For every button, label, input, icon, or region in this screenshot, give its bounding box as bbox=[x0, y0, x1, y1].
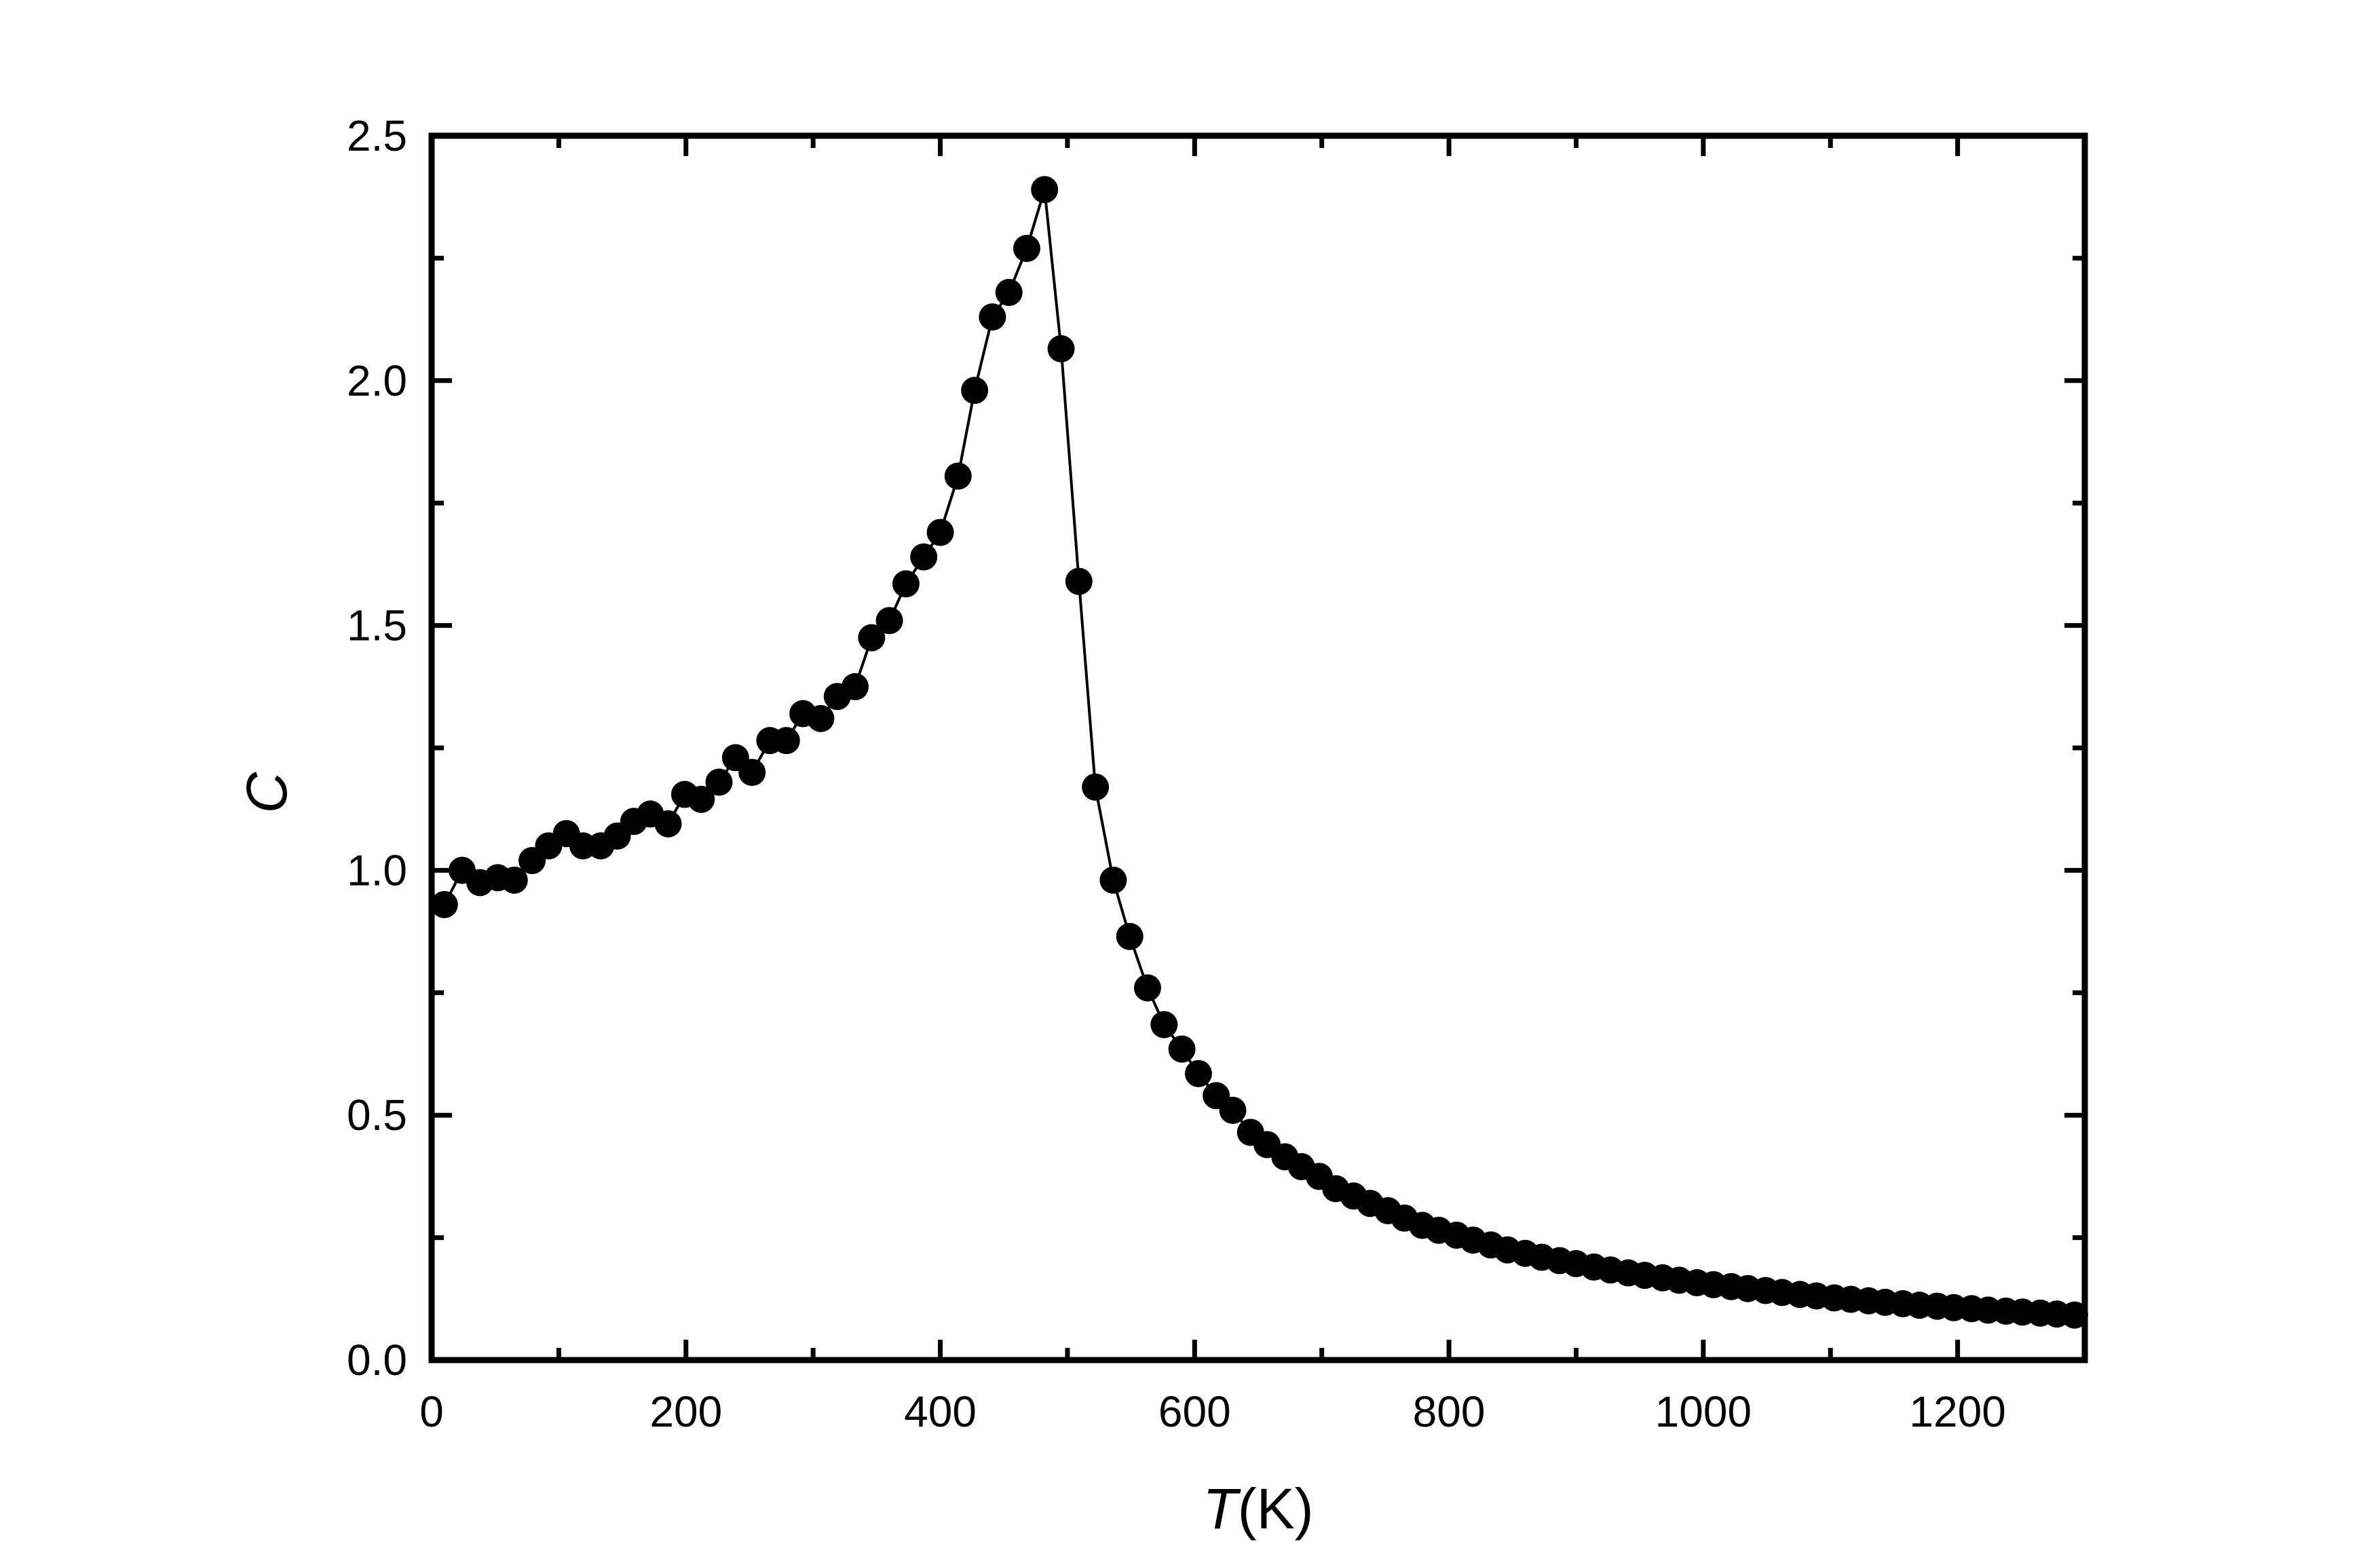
data-point bbox=[1031, 176, 1059, 204]
data-point bbox=[858, 624, 886, 652]
data-point bbox=[1065, 567, 1093, 595]
y-tick-labels: 0.0 0.5 1.0 1.5 2.0 2.5 bbox=[347, 111, 407, 1385]
data-point bbox=[1047, 335, 1075, 362]
y-axis-label: C bbox=[235, 771, 299, 813]
data-point bbox=[654, 810, 682, 837]
x-tick-label: 0 bbox=[419, 1387, 444, 1436]
data-point bbox=[705, 768, 733, 796]
data-point bbox=[738, 759, 766, 787]
y-tick-label: 1.0 bbox=[347, 846, 407, 895]
data-point bbox=[1099, 866, 1127, 894]
plot-area bbox=[430, 176, 2089, 1329]
data-point bbox=[892, 570, 920, 598]
x-tick-label: 400 bbox=[904, 1387, 977, 1436]
y-tick-label: 0.5 bbox=[347, 1091, 407, 1140]
data-point bbox=[875, 607, 903, 635]
x-tick-labels: 0 200 400 600 800 1000 1200 bbox=[419, 1387, 2006, 1436]
data-point bbox=[807, 704, 835, 732]
data-point bbox=[687, 785, 715, 813]
data-point bbox=[2061, 1301, 2089, 1329]
x-tick-label: 600 bbox=[1158, 1387, 1231, 1436]
data-point bbox=[841, 673, 869, 700]
data-point bbox=[944, 462, 972, 490]
data-point bbox=[772, 727, 800, 755]
data-point bbox=[1133, 974, 1161, 1002]
data-point bbox=[979, 303, 1006, 331]
plot-frame bbox=[428, 132, 2088, 1363]
y-tick-label: 2.5 bbox=[347, 111, 407, 160]
data-point bbox=[500, 866, 528, 894]
data-point bbox=[1168, 1035, 1196, 1063]
data-point bbox=[1082, 773, 1110, 801]
axis-ticks bbox=[429, 133, 2085, 1363]
data-point bbox=[1150, 1011, 1178, 1038]
x-tick-label: 1200 bbox=[1909, 1387, 2005, 1436]
data-point bbox=[961, 377, 989, 404]
data-point bbox=[1219, 1096, 1247, 1124]
x-axis-label: T(K) bbox=[1203, 1477, 1313, 1541]
x-tick-label: 1000 bbox=[1655, 1387, 1752, 1436]
x-axis-label-unit: (K) bbox=[1238, 1477, 1314, 1541]
data-point bbox=[1013, 234, 1040, 262]
data-point bbox=[1184, 1059, 1212, 1087]
x-tick-label: 800 bbox=[1413, 1387, 1486, 1436]
y-tick-label: 0.0 bbox=[347, 1336, 407, 1385]
y-tick-label: 1.5 bbox=[347, 601, 407, 650]
data-point bbox=[910, 543, 938, 571]
data-point bbox=[430, 890, 458, 918]
x-tick-label: 200 bbox=[649, 1387, 722, 1436]
data-point bbox=[995, 278, 1023, 306]
x-axis-label-variable: T bbox=[1203, 1477, 1241, 1541]
data-point bbox=[926, 519, 954, 546]
data-point bbox=[1116, 922, 1144, 950]
y-tick-label: 2.0 bbox=[347, 356, 407, 405]
